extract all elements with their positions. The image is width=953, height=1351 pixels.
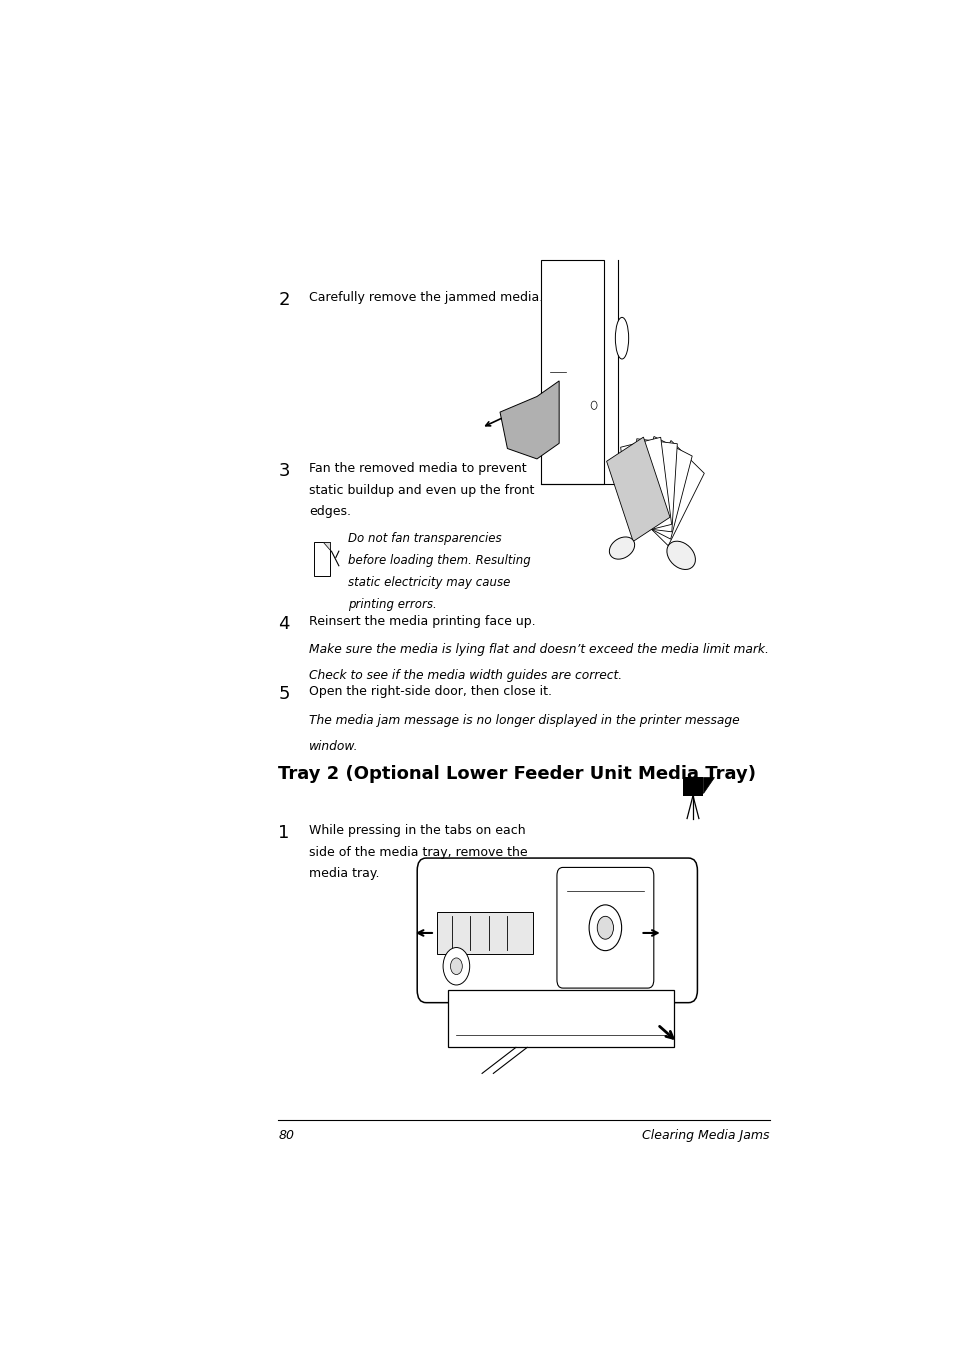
Polygon shape (632, 436, 692, 539)
Polygon shape (323, 542, 330, 550)
Polygon shape (499, 381, 558, 459)
Circle shape (442, 947, 469, 985)
Text: 80: 80 (278, 1128, 294, 1142)
Polygon shape (620, 438, 671, 534)
Text: 3: 3 (278, 462, 290, 480)
FancyBboxPatch shape (540, 259, 603, 484)
Text: The media jam message is no longer displayed in the printer message: The media jam message is no longer displ… (309, 713, 740, 727)
FancyBboxPatch shape (557, 867, 653, 988)
FancyBboxPatch shape (682, 777, 702, 796)
Text: printing errors.: printing errors. (348, 598, 436, 611)
Text: Clearing Media Jams: Clearing Media Jams (641, 1128, 769, 1142)
Text: side of the media tray, remove the: side of the media tray, remove the (309, 846, 527, 859)
Circle shape (450, 958, 462, 974)
Text: Tray 2 (Optional Lower Feeder Unit Media Tray): Tray 2 (Optional Lower Feeder Unit Media… (278, 766, 756, 784)
Text: before loading them. Resulting: before loading them. Resulting (348, 554, 531, 567)
Polygon shape (631, 439, 677, 532)
FancyBboxPatch shape (448, 990, 673, 1047)
Text: Check to see if the media width guides are correct.: Check to see if the media width guides a… (309, 669, 621, 682)
Text: Make sure the media is lying flat and doesn’t exceed the media limit mark.: Make sure the media is lying flat and do… (309, 643, 768, 657)
Text: Open the right-side door, then close it.: Open the right-side door, then close it. (309, 685, 552, 698)
Polygon shape (606, 438, 669, 542)
Text: edges.: edges. (309, 505, 351, 519)
Circle shape (589, 905, 621, 951)
Text: Reinsert the media printing face up.: Reinsert the media printing face up. (309, 615, 536, 628)
Ellipse shape (666, 542, 695, 570)
Text: Carefully remove the jammed media.: Carefully remove the jammed media. (309, 290, 543, 304)
Text: 5: 5 (278, 685, 290, 704)
Text: 1: 1 (278, 824, 290, 842)
Text: window.: window. (309, 740, 358, 753)
FancyBboxPatch shape (436, 912, 533, 954)
Text: While pressing in the tabs on each: While pressing in the tabs on each (309, 824, 525, 836)
Text: Fan the removed media to prevent: Fan the removed media to prevent (309, 462, 526, 474)
FancyBboxPatch shape (314, 542, 330, 576)
Text: 2: 2 (278, 290, 290, 309)
Circle shape (591, 401, 597, 409)
Circle shape (597, 916, 613, 939)
FancyBboxPatch shape (416, 858, 697, 1002)
Text: media tray.: media tray. (309, 867, 379, 881)
Text: static buildup and even up the front: static buildup and even up the front (309, 484, 534, 497)
Polygon shape (702, 777, 713, 793)
Ellipse shape (615, 317, 628, 359)
Ellipse shape (609, 536, 634, 559)
Text: 4: 4 (278, 615, 290, 632)
Polygon shape (635, 440, 703, 546)
Text: static electricity may cause: static electricity may cause (348, 576, 510, 589)
Text: Do not fan transparencies: Do not fan transparencies (348, 532, 501, 546)
